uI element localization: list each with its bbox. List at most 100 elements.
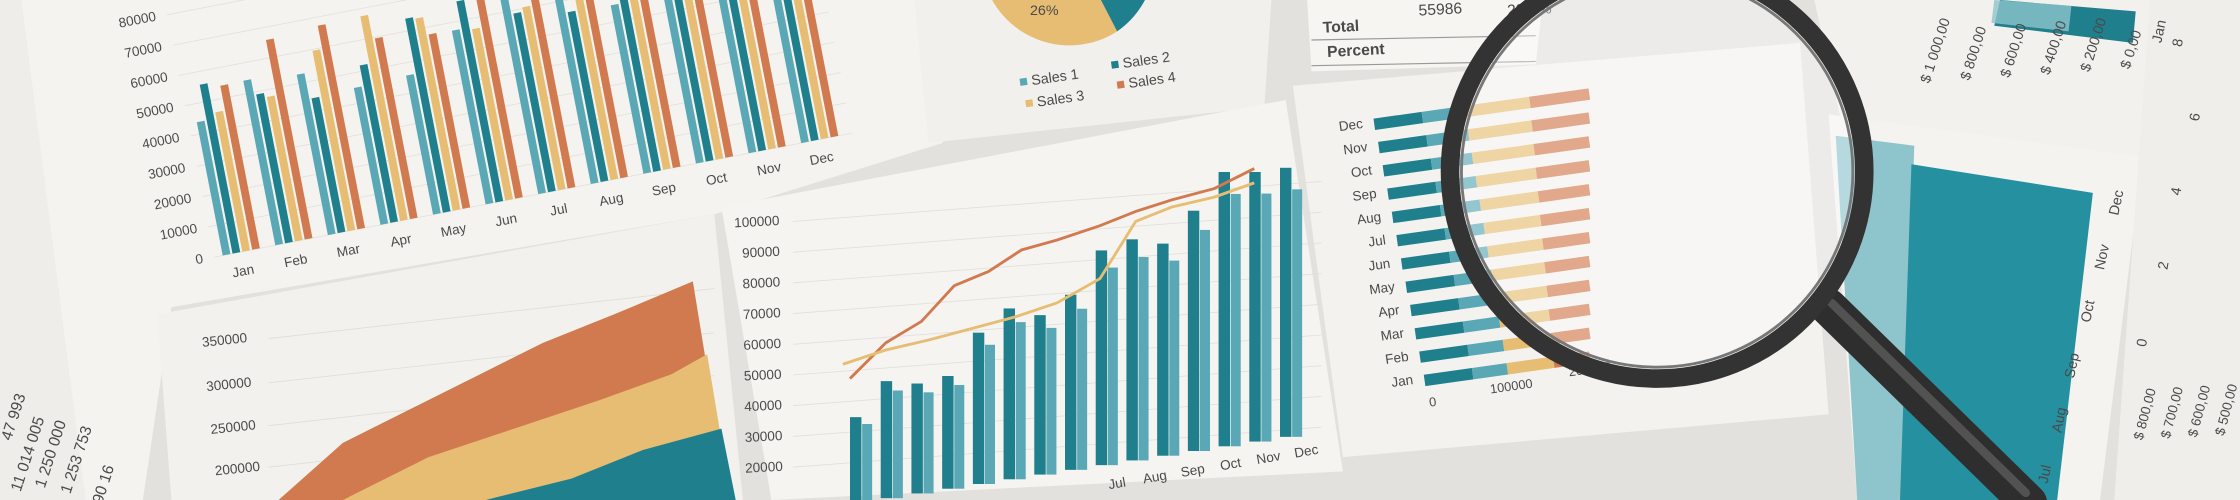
y-tick-label: 60000 (129, 69, 169, 91)
grid-line (178, 0, 818, 76)
y-tick-label: 50000 (135, 100, 175, 122)
y-tick-label: 60000 (743, 336, 782, 353)
y-tick-label: Aug (1356, 209, 1382, 227)
legend-label: Sales 1 (1030, 67, 1079, 89)
decor-bar (1387, 181, 1437, 200)
x-tick-label: Jul (549, 201, 569, 219)
y-tick-label: Nov (1342, 139, 1368, 157)
decor-bar (317, 24, 366, 230)
x-tick-label: Mar (335, 241, 361, 260)
grid-line (208, 102, 847, 228)
legend-label: Sales 4 (1127, 70, 1176, 92)
decor-bar (1423, 368, 1474, 387)
decor-bar (1537, 184, 1591, 203)
decor-bar (1138, 257, 1149, 461)
magnifier-lens (1440, 0, 1874, 388)
table-rule (1311, 60, 1536, 67)
grid-line (190, 11, 829, 137)
decor-bar (1467, 120, 1533, 141)
grid-line (172, 0, 812, 46)
x-tick-label: Jul (2036, 464, 2055, 485)
y-tick-label: 90000 (742, 244, 781, 261)
decor-bar (1292, 189, 1303, 437)
decor-bar (862, 423, 873, 500)
decor-bar (522, 5, 566, 191)
decor-bar (1280, 167, 1292, 437)
table-cell: Percent (1327, 41, 1386, 61)
decor-bar (456, 0, 504, 203)
x-tick-label: Apr (389, 231, 413, 250)
decor-bar (1471, 144, 1536, 164)
decor-bar (1373, 111, 1424, 130)
decor-bar (1462, 316, 1501, 333)
decor-bar (1491, 262, 1546, 281)
y-tick-label: 40000 (141, 130, 181, 152)
y-tick-label: Dec (1338, 116, 1364, 134)
decor-bar (256, 93, 293, 244)
decor-bar (406, 74, 441, 215)
y-tick-label: 80000 (742, 274, 781, 291)
decor-bar (1200, 229, 1210, 452)
decor-bar (777, 0, 839, 138)
pie-sheet (914, 0, 1272, 143)
decor-bar (359, 63, 398, 223)
decor-bar (1544, 255, 1591, 274)
decor-bar (475, 0, 523, 199)
y-tick-label: 20000 (153, 190, 193, 212)
y-tick-label: 250000 (210, 417, 257, 437)
decor-bar (892, 390, 903, 499)
decor-bar (661, 0, 704, 164)
decor-bar (1218, 172, 1230, 447)
decor-bar (553, 0, 599, 184)
y-tick-label: 50000 (743, 367, 782, 384)
decor-bar (1400, 251, 1451, 270)
x-tick-label: Jun (494, 210, 518, 229)
area-band (485, 428, 736, 500)
decor-bar (706, 0, 757, 154)
y-tick-label: Sep (1351, 186, 1377, 204)
decor-bar (360, 14, 408, 222)
decor-bar (770, 0, 819, 142)
decor-bar (1169, 260, 1180, 456)
decor-bar (1533, 136, 1591, 156)
decor-bar (499, 0, 546, 195)
decor-bar (1126, 239, 1138, 461)
decor-bar (521, 0, 576, 189)
decor-bar (880, 381, 893, 499)
decor-bar (1187, 210, 1200, 452)
x-tick-label: Jan (231, 262, 255, 281)
magnifier (1440, 0, 2047, 500)
decor-bar (374, 37, 418, 220)
y-tick-label: 70000 (123, 39, 163, 61)
y-tick-label: Apr (1377, 302, 1400, 320)
decor-bar (199, 83, 241, 254)
x-tick-label: May (440, 220, 468, 240)
decor-bar (1378, 135, 1428, 154)
decor-bar (1546, 279, 1591, 298)
trend-line (842, 181, 1255, 366)
y-tick-label: Feb (1384, 349, 1409, 367)
decor-bar (1548, 303, 1591, 321)
far-right-sheet (2114, 0, 2240, 500)
x-tick-label: Jul (1107, 474, 1127, 492)
y-tick-label: 80000 (117, 9, 157, 31)
grid-line (196, 41, 835, 167)
decor-bar (777, 0, 829, 140)
decor-bar (1542, 231, 1591, 250)
magnifier-handle (1810, 288, 2047, 500)
decor-bar (1471, 363, 1509, 380)
legend-swatch (1025, 99, 1034, 108)
decor-bar (405, 17, 451, 213)
x-tick-label: Dec (1293, 442, 1320, 461)
decor-bar (1382, 158, 1433, 177)
y-tick-label: 20000 (745, 459, 784, 476)
y-tick-label: 10000 (159, 221, 199, 243)
decor-bar (1479, 191, 1540, 211)
decor-bar (1483, 214, 1542, 235)
y-tick-label: 30000 (147, 160, 187, 182)
table-cell: 55986 (1418, 0, 1463, 19)
x-tick-label: Aug (598, 190, 625, 209)
legend-label: Sales 3 (1036, 88, 1085, 110)
